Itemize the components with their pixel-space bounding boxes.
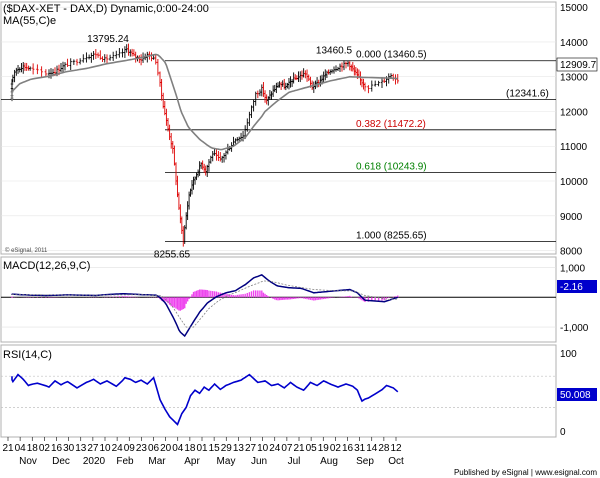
date-label-4: 16: [51, 443, 63, 454]
fib-label-support: (12341.6): [506, 89, 549, 100]
date-label-2: 18: [27, 443, 39, 454]
fib-label-0382: 0.382 (11472.2): [356, 119, 426, 130]
date-label-20: 27: [245, 443, 257, 454]
date-label-18: 29: [221, 443, 233, 454]
date-label-10: 09: [124, 443, 136, 454]
date-label-28: 16: [342, 443, 354, 454]
date-label-27: 02: [330, 443, 342, 454]
rsi-last-value: 50.008: [560, 390, 591, 401]
ma-indicator-label: MA(55,C)e: [3, 15, 56, 27]
month-label-10: Sep: [356, 456, 374, 467]
date-label-7: 27: [87, 443, 99, 454]
date-label-16: 01: [196, 443, 208, 454]
date-label-9: 24: [112, 443, 124, 454]
macd-tick-label-0: 1,000: [560, 263, 585, 274]
date-label-26: 19: [318, 443, 330, 454]
date-label-0: 21: [2, 443, 14, 454]
footer-credit: Published by eSignal | www.esignal.com: [454, 468, 597, 477]
esignal-watermark: © eSignal, 2011: [5, 247, 48, 254]
price-tick-label-2: 10000: [560, 177, 588, 188]
macd-signal-line: [11, 280, 398, 328]
date-label-3: 02: [39, 443, 51, 454]
rsi-last-badge: [557, 388, 597, 401]
date-axis: 21 04 18 02 16 30 13 27 10 24 09 23 06 20 04 18 01 15 29 13…: [2, 437, 402, 454]
price-axis: 8000 9000 10000 11000 12000 13000 14000 15000: [560, 3, 588, 257]
rsi-line: [11, 373, 399, 426]
date-label-32: 12: [390, 443, 402, 454]
fib-label-0000: 0.000 (13460.5): [356, 50, 427, 61]
price-tick-label-6: 14000: [560, 38, 588, 49]
date-label-19: 13: [233, 443, 245, 454]
date-label-23: 07: [281, 443, 293, 454]
date-label-5: 30: [63, 443, 75, 454]
price-panel-frame: [0, 1, 557, 255]
high-price-annotation: 13795.24: [87, 34, 129, 45]
month-label-9: Aug: [320, 456, 338, 467]
date-label-30: 14: [366, 443, 378, 454]
price-tick-label-1: 9000: [560, 212, 583, 223]
date-label-24: 21: [293, 443, 305, 454]
month-label-8: Jul: [288, 456, 301, 467]
fib-label-1000: 1.000 (8255.65): [356, 231, 427, 242]
macd-last-badge: [557, 280, 597, 293]
month-label-4: Mar: [148, 456, 166, 467]
price-tick-label-4: 12000: [560, 107, 588, 118]
rsi-axis: 100 0: [560, 349, 577, 438]
month-label-5: Apr: [184, 456, 200, 467]
rsi-gridlines: [1, 375, 556, 408]
rsi-title: RSI(14,C): [3, 349, 52, 361]
low-price-annotation: 8255.65: [154, 250, 191, 261]
month-label-11: Oct: [388, 456, 404, 467]
last-price-badge: [556, 57, 598, 72]
date-label-12: 06: [148, 443, 160, 454]
price-tick-label-7: 15000: [560, 3, 588, 14]
recent-high-annotation: 13460.5: [316, 46, 353, 57]
price-tick-label-3: 11000: [560, 142, 588, 153]
macd-last-value: -2.16: [560, 282, 583, 293]
month-label-2: 2020: [83, 456, 106, 467]
rsi-tick-label-0: 100: [560, 349, 577, 360]
date-label-21: 10: [257, 443, 269, 454]
date-label-29: 31: [354, 443, 366, 454]
date-label-1: 04: [15, 443, 27, 454]
fib-label-0618: 0.618 (10243.9): [356, 162, 427, 173]
date-label-31: 28: [378, 443, 390, 454]
chart-title: ($DAX-XET - DAX,D) Dynamic,0:00-24:00: [3, 3, 209, 15]
date-label-11: 23: [136, 443, 148, 454]
month-label-3: Feb: [116, 456, 134, 467]
month-label-0: Nov: [19, 456, 37, 467]
rsi-tick-label-1: 0: [560, 427, 566, 438]
date-label-13: 20: [160, 443, 172, 454]
date-label-8: 10: [99, 443, 111, 454]
price-bars: [10, 43, 400, 247]
date-label-14: 04: [172, 443, 184, 454]
month-label-6: May: [217, 456, 236, 467]
macd-tick-label-1: -1,000: [560, 323, 589, 334]
rsi-panel-frame: [0, 344, 557, 438]
month-label-7: Jun: [251, 456, 267, 467]
macd-axis: 1,000 -1,000: [560, 263, 589, 334]
date-label-17: 15: [209, 443, 221, 454]
price-tick-label-0: 8000: [560, 247, 583, 258]
price-tick-label-5: 13000: [560, 73, 588, 84]
month-label-1: Dec: [52, 456, 70, 467]
date-label-6: 13: [75, 443, 87, 454]
month-axis: Nov Dec 2020 Feb Mar Apr May Jun Jul Aug Sep Oct: [19, 456, 404, 467]
macd-title: MACD(12,26,9,C): [3, 260, 90, 272]
date-label-22: 24: [269, 443, 281, 454]
last-price-value: 12909.7: [560, 60, 597, 71]
date-label-25: 05: [306, 443, 318, 454]
date-label-15: 18: [184, 443, 196, 454]
price-gridlines: [1, 6, 556, 251]
ma-55-line: [11, 53, 398, 151]
macd-line: [11, 274, 399, 338]
